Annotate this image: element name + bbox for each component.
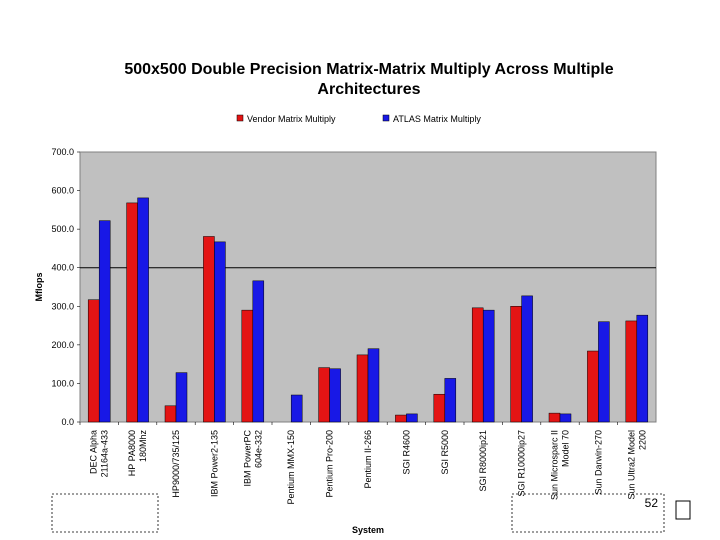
- bar-atlas-10: [482, 309, 495, 423]
- x-tick-label: SGI R10000ip27: [517, 430, 527, 497]
- x-axis-labels: DEC Alpha 21164a-433 HP PA8000 180Mhz HP9000…: [79, 422, 647, 505]
- bar-atlas-12: [559, 413, 572, 423]
- corner-box: [675, 500, 691, 520]
- x-tick-label: Sun Microsparc II: [550, 430, 560, 500]
- x-tick-label: SGI R8000ip21: [478, 430, 488, 492]
- y-tick-label: 600.0: [51, 186, 74, 196]
- bar-vendor-11: [510, 306, 522, 423]
- bar-atlas-8: [406, 413, 418, 423]
- x-tick-label: 604e-332: [253, 430, 263, 468]
- bar-atlas-13: [598, 321, 610, 423]
- bar-vendor-7: [356, 354, 369, 423]
- x-axis-title: System: [352, 525, 384, 535]
- y-tick-label: 200.0: [51, 340, 74, 350]
- bar-vendor-14: [625, 320, 638, 423]
- x-tick-label: Pentium Pro-200: [325, 430, 335, 498]
- bars: [87, 197, 649, 423]
- y-tick-label: 0.0: [61, 417, 74, 427]
- bar-vendor-3: [203, 236, 215, 423]
- y-tick-label: 500.0: [51, 224, 74, 234]
- placeholder-box-right: [511, 493, 665, 533]
- bar-vendor-0: [87, 299, 100, 423]
- bar-atlas-11: [521, 295, 533, 423]
- bar-atlas-5: [290, 394, 303, 423]
- x-tick-label: Pentium MMX-150: [286, 430, 296, 505]
- x-tick-label: DEC Alpha: [89, 430, 99, 474]
- y-axis-title: Mflops: [34, 273, 44, 302]
- x-tick-label: HP PA8000: [127, 430, 137, 476]
- bar-vendor-13: [587, 350, 599, 423]
- x-tick-label: Pentium II-266: [363, 430, 373, 489]
- bar-vendor-1: [126, 202, 138, 423]
- bar-atlas-1: [137, 197, 149, 423]
- x-tick-label: 21164a-433: [100, 430, 110, 477]
- legend-swatch-atlas: [382, 114, 390, 122]
- y-tick-label: 100.0: [51, 378, 74, 388]
- legend: Vendor Matrix Multiply ATLAS Matrix Mult…: [236, 114, 481, 124]
- bar-vendor-6: [318, 367, 330, 423]
- chart-title-line-1: 500x500 Double Precision Matrix-Matrix M…: [124, 61, 613, 78]
- placeholder-box-left: [51, 493, 159, 533]
- y-axis-ticks: 0.0 100.0 200.0 300.0 400.0 500.0 600.0 700.0: [51, 147, 80, 427]
- bar-atlas-0: [98, 220, 111, 423]
- bar-vendor-4: [241, 309, 254, 423]
- bar-vendor-9: [433, 393, 446, 423]
- bar-atlas-2: [175, 372, 188, 423]
- bar-vendor-2: [164, 405, 177, 423]
- chart-title-line-2: Architectures: [317, 81, 420, 98]
- slide-number: 52: [645, 496, 659, 510]
- x-tick-label: SGI R4600: [401, 430, 411, 475]
- x-tick-label: IBM Power2-135: [209, 430, 219, 497]
- legend-label-atlas: ATLAS Matrix Multiply: [393, 114, 481, 124]
- x-tick-label: Sun Ultra2 Model: [626, 430, 636, 500]
- x-tick-label: 2200: [637, 430, 647, 450]
- x-tick-label: 180Mhz: [138, 430, 148, 463]
- x-tick-label: SGI R5000: [440, 430, 450, 475]
- bar-vendor-8: [395, 414, 407, 423]
- bar-vendor-10: [471, 307, 484, 423]
- y-tick-label: 700.0: [51, 147, 74, 157]
- bar-atlas-4: [252, 280, 265, 423]
- y-tick-label: 400.0: [51, 263, 74, 273]
- x-tick-label: Model 70: [561, 430, 571, 467]
- bar-atlas-14: [636, 314, 649, 423]
- bar-atlas-3: [214, 241, 226, 423]
- bar-atlas-6: [329, 368, 341, 423]
- bar-atlas-7: [367, 348, 380, 423]
- bar-vendor-12: [548, 412, 561, 423]
- x-tick-label: IBM PowerPC: [242, 430, 252, 487]
- x-tick-label: HP9000/735/125: [171, 430, 181, 498]
- legend-label-vendor: Vendor Matrix Multiply: [247, 114, 336, 124]
- legend-swatch-vendor: [236, 114, 244, 122]
- bar-atlas-9: [444, 378, 457, 423]
- y-tick-label: 300.0: [51, 301, 74, 311]
- x-tick-label: Sun Darwin-270: [593, 430, 603, 495]
